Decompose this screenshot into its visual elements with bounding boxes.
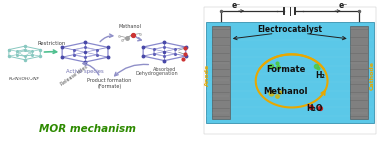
FancyBboxPatch shape — [350, 26, 368, 119]
Text: Ru/Ni(OH)₂/NF: Ru/Ni(OH)₂/NF — [9, 77, 40, 81]
Text: Product formation
(Formate): Product formation (Formate) — [87, 78, 132, 89]
Text: H₂O: H₂O — [306, 104, 322, 113]
Text: Cathode: Cathode — [370, 61, 375, 90]
Text: Release sites: Release sites — [59, 65, 88, 87]
Text: H₂: H₂ — [315, 71, 325, 80]
Text: Active species: Active species — [66, 69, 104, 74]
FancyBboxPatch shape — [204, 7, 376, 134]
Text: Restriction: Restriction — [37, 41, 65, 46]
Text: Dehydrogenation: Dehydrogenation — [136, 71, 178, 76]
Text: e⁻: e⁻ — [339, 1, 348, 10]
Text: Anode: Anode — [205, 64, 211, 86]
Text: e⁻: e⁻ — [231, 1, 240, 10]
Text: MOR mechanism: MOR mechanism — [39, 124, 135, 134]
Text: Formate: Formate — [266, 65, 306, 73]
Text: Methanol: Methanol — [264, 87, 308, 96]
Text: Methanol: Methanol — [119, 24, 142, 29]
FancyBboxPatch shape — [206, 22, 374, 123]
FancyBboxPatch shape — [212, 26, 230, 119]
Text: Absorbed: Absorbed — [153, 67, 176, 72]
Text: Electrocatalyst: Electrocatalyst — [257, 25, 322, 34]
